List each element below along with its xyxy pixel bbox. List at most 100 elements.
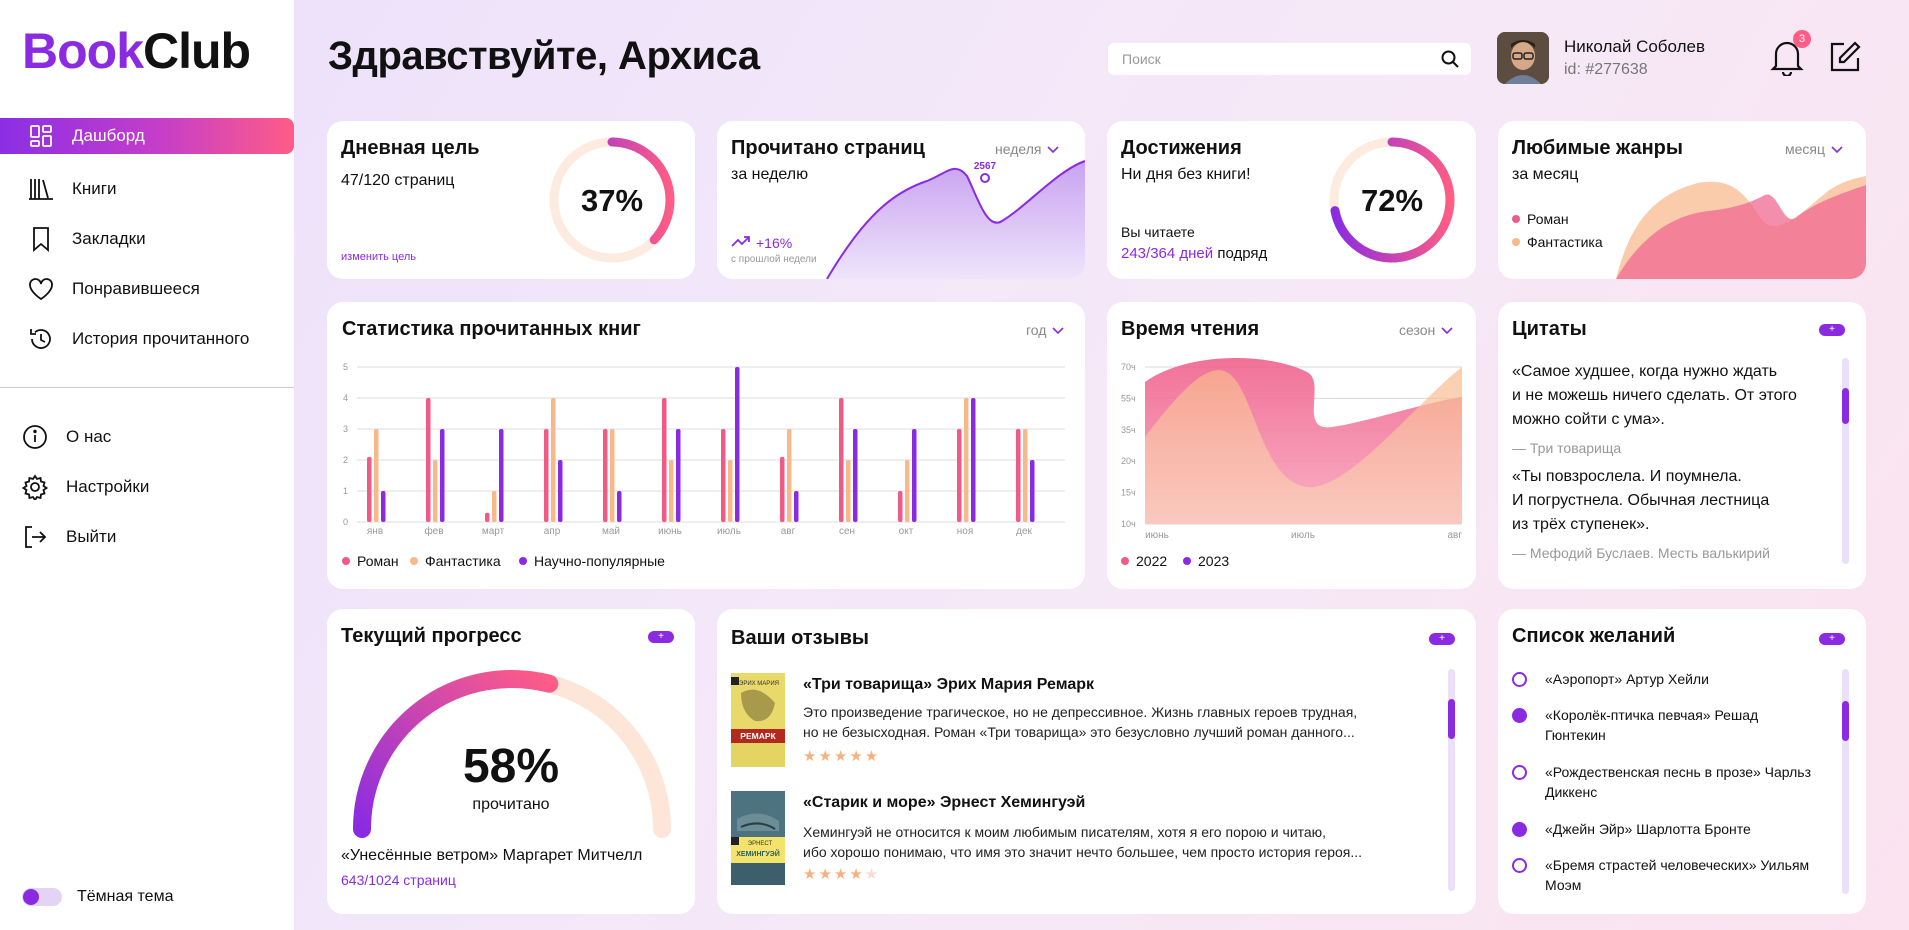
stats-period-dropdown[interactable]: год — [1026, 322, 1065, 338]
pages-period-dropdown[interactable]: неделя — [995, 141, 1060, 157]
add-review-button[interactable]: + — [1429, 633, 1455, 645]
quote-line: «Самое худшее, когда нужно ждать — [1512, 363, 1778, 380]
reading-streak: 243/364 дней подряд — [1121, 245, 1267, 262]
y-tick-label: 55ч — [1121, 393, 1136, 403]
x-tick-label: июль — [1291, 530, 1315, 541]
notification-badge: 3 — [1793, 30, 1811, 48]
x-tick-label: фев — [424, 525, 443, 537]
bookmark-icon — [26, 224, 56, 254]
reading-period-dropdown[interactable]: сезон — [1399, 322, 1453, 338]
sidebar: BookClub Дашборд Книги Закладки Понравив… — [0, 0, 294, 930]
x-tick-label: окт — [899, 526, 914, 537]
achievements-title: Достижения — [1121, 137, 1242, 159]
dark-theme-toggle[interactable] — [22, 888, 62, 906]
bell-icon[interactable] — [1770, 38, 1804, 81]
sidebar-item-logout[interactable]: Выйти — [0, 519, 294, 555]
user-name: Николай Соболев — [1564, 37, 1706, 56]
cover-top-text: ЭРНЕСТ — [748, 841, 773, 847]
wish-checkbox[interactable] — [1512, 672, 1527, 687]
sidebar-item-label: История прочитанного — [72, 329, 250, 348]
scrollbar-thumb[interactable] — [1448, 699, 1455, 739]
genres-period-dropdown[interactable]: месяц — [1785, 141, 1843, 157]
search-icon[interactable] — [1441, 50, 1459, 71]
chevron-down-icon — [1047, 141, 1060, 157]
wish-item[interactable]: «Джейн Эйр» Шарлотта Бронте — [1512, 819, 1832, 839]
sidebar-item-history[interactable]: История прочитанного — [0, 321, 294, 357]
wishlist-scrollbar[interactable] — [1842, 669, 1849, 894]
legend-dot — [519, 557, 527, 565]
wishlist-title: Список желаний — [1512, 625, 1676, 647]
wish-checkbox[interactable] — [1512, 765, 1527, 780]
bar — [1016, 429, 1021, 522]
sidebar-item-label: Выйти — [66, 527, 117, 546]
bar — [853, 429, 858, 522]
bar — [610, 429, 615, 522]
search-input[interactable]: Поиск — [1108, 43, 1471, 75]
legend-dot — [1183, 557, 1191, 565]
logo[interactable]: BookClub — [22, 23, 251, 79]
review-text: Хемингуэй не относится к моим любимым пи… — [803, 822, 1403, 862]
bar — [728, 460, 733, 522]
wish-item[interactable]: «Аэропорт» Артур Хейли — [1512, 669, 1832, 689]
add-progress-button[interactable]: + — [648, 631, 674, 643]
quote-text: «Ты повзрослела. И поумнела. И погрустне… — [1512, 465, 1769, 537]
sidebar-item-liked[interactable]: Понравившееся — [0, 271, 294, 307]
review-line: Это произведение трагическое, но не депр… — [803, 704, 1358, 720]
sidebar-item-books[interactable]: Книги — [0, 171, 294, 207]
wish-checkbox[interactable] — [1512, 708, 1527, 723]
x-tick-label: авг — [1447, 530, 1462, 541]
bar — [558, 460, 563, 522]
x-tick-label: июнь — [658, 526, 682, 537]
wish-checkbox[interactable] — [1512, 858, 1527, 873]
review-title[interactable]: «Три товарища» Эрих Мария Ремарк — [803, 676, 1094, 693]
wish-item[interactable]: «Королёк-птичка певчая» Решад Гюнтекин — [1512, 705, 1812, 745]
legend-dot — [1512, 238, 1520, 246]
toggle-knob — [23, 889, 39, 905]
reviews-scrollbar[interactable] — [1448, 669, 1455, 891]
pages-read-title: Прочитано страниц — [731, 137, 925, 159]
bar — [551, 398, 556, 522]
sidebar-item-about[interactable]: О нас — [0, 419, 294, 455]
book-cover[interactable]: ЭРИХ МАРИЯ РЕМАРК — [731, 673, 785, 767]
legend-label: 2022 — [1136, 553, 1168, 569]
cover-label: РЕМАРК — [740, 731, 776, 741]
edit-icon[interactable] — [1828, 40, 1862, 79]
stats-title: Статистика прочитанных книг — [342, 318, 641, 340]
avatar[interactable] — [1497, 32, 1549, 84]
genres-subtitle: за месяц — [1512, 166, 1579, 183]
pages-change-note: с прошлой недели — [731, 254, 817, 265]
bar — [440, 429, 445, 522]
bar — [485, 512, 490, 522]
sidebar-item-settings[interactable]: Настройки — [0, 469, 294, 505]
bar — [426, 398, 431, 522]
y-tick-label: 35ч — [1121, 425, 1136, 435]
wish-item[interactable]: «Бремя страстей человеческих» Уильям Моэ… — [1512, 855, 1812, 895]
review-title[interactable]: «Старик и море» Эрнест Хемингуэй — [803, 794, 1086, 811]
sidebar-item-dashboard[interactable]: Дашборд — [0, 118, 294, 154]
bar — [499, 429, 504, 522]
wish-text: «Рождественская песнь в прозе» Чарльз Ди… — [1545, 764, 1811, 800]
review-rating: ★★★★★ — [803, 866, 881, 883]
genres-card: Любимые жанры за месяц месяц Роман Фанта… — [1498, 121, 1866, 279]
scrollbar-thumb[interactable] — [1842, 701, 1849, 741]
add-quote-button[interactable]: + — [1819, 324, 1845, 336]
progress-gauge — [353, 670, 671, 838]
book-cover[interactable]: ЭРНЕСТ ХЕМИНГУЭЙ — [731, 791, 785, 885]
reading-time-title: Время чтения — [1121, 318, 1260, 340]
quote-author: — Мефодий Буслаев. Месть валькирий — [1512, 545, 1770, 561]
sidebar-item-bookmarks[interactable]: Закладки — [0, 221, 294, 257]
quotes-title: Цитаты — [1512, 318, 1587, 340]
quotes-scrollbar[interactable] — [1842, 358, 1849, 564]
change-goal-link[interactable]: изменить цель — [341, 251, 416, 263]
user-id: id: #277638 — [1564, 61, 1648, 78]
x-tick-label: ноя — [957, 526, 974, 537]
scrollbar-thumb[interactable] — [1842, 388, 1849, 424]
bar — [1023, 429, 1028, 522]
wish-checkbox[interactable] — [1512, 822, 1527, 837]
bar — [367, 456, 372, 522]
add-wish-button[interactable]: + — [1819, 633, 1845, 645]
legend-dot — [342, 557, 350, 565]
y-tick-label: 5 — [343, 362, 348, 372]
wish-item[interactable]: «Рождественская песнь в прозе» Чарльз Ди… — [1512, 762, 1832, 802]
page-title: Здравствуйте, Архиса — [328, 34, 760, 78]
